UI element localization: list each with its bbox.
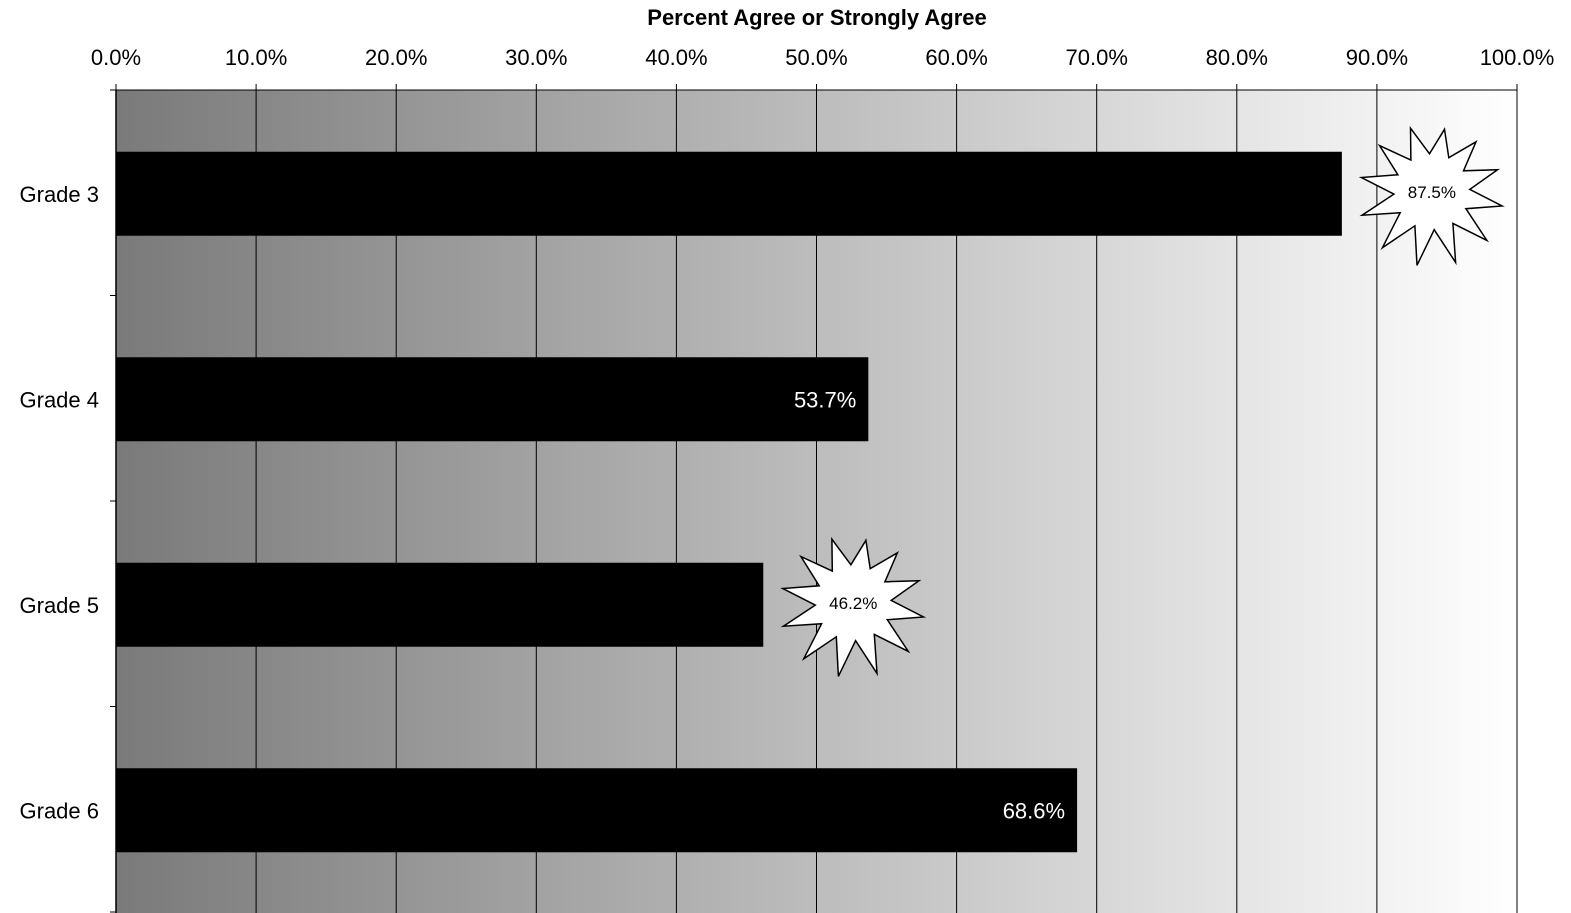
bar	[116, 357, 869, 442]
bar	[116, 151, 1342, 236]
x-tick-label: 60.0%	[925, 45, 987, 70]
x-tick-label: 40.0%	[645, 45, 707, 70]
data-labels: 87.5% 53.7% 46.2% 68.6%	[780, 125, 1505, 823]
x-tick-label: 10.0%	[225, 45, 287, 70]
category-label: Grade 6	[20, 798, 100, 823]
x-tick-label: 80.0%	[1206, 45, 1268, 70]
bar	[116, 562, 764, 647]
category-label: Grade 5	[20, 593, 100, 618]
x-axis: 0.0% 10.0% 20.0% 30.0% 40.0% 50.0% 60.0% 70.0% 8…	[91, 45, 1555, 91]
x-tick-label: 90.0%	[1346, 45, 1408, 70]
starburst-callout	[780, 536, 927, 677]
chart-title: Percent Agree or Strongly Agree	[647, 5, 986, 30]
x-tick-label: 0.0%	[91, 45, 141, 70]
bars	[116, 151, 1342, 853]
data-label: 53.7%	[794, 387, 856, 412]
x-tick-label: 100.0%	[1480, 45, 1555, 70]
data-label: 68.6%	[1003, 798, 1065, 823]
starburst-callout	[1358, 125, 1505, 266]
data-label: 87.5%	[1408, 183, 1456, 202]
bar	[116, 768, 1078, 853]
category-label: Grade 4	[20, 387, 100, 412]
y-axis: Grade 3 Grade 4 Grade 5 Grade 6	[20, 89, 117, 913]
data-label: 46.2%	[829, 594, 877, 613]
category-label: Grade 3	[20, 182, 100, 207]
x-tick-label: 30.0%	[505, 45, 567, 70]
x-tick-label: 70.0%	[1066, 45, 1128, 70]
x-tick-label: 50.0%	[785, 45, 847, 70]
x-tick-label: 20.0%	[365, 45, 427, 70]
